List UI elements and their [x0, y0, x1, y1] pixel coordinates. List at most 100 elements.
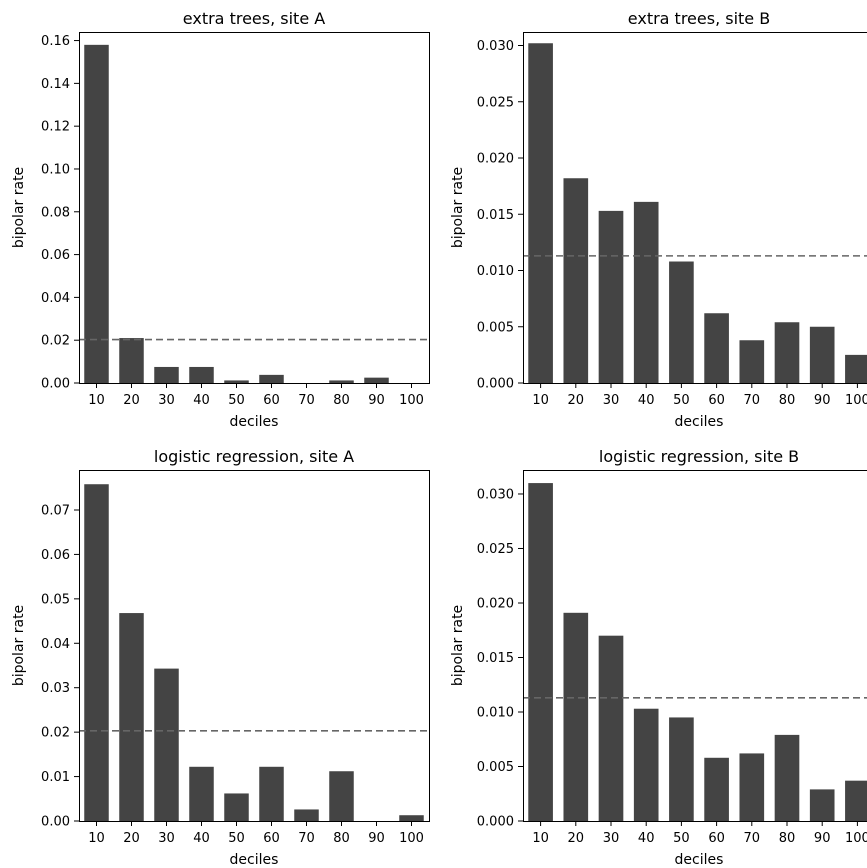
x-tick-label: 30	[158, 831, 175, 846]
bar-90	[809, 789, 835, 821]
y-axis-label: bipolar rate	[11, 605, 27, 686]
bar-80	[329, 771, 354, 821]
x-tick-label: 40	[638, 393, 655, 408]
x-axis-label: deciles	[675, 414, 724, 430]
x-tick-label: 40	[193, 393, 210, 408]
y-tick-label: 0.06	[41, 548, 70, 563]
x-tick-label: 20	[568, 831, 585, 846]
bar-40	[189, 366, 214, 383]
x-tick-label: 60	[708, 393, 725, 408]
bar-10	[84, 44, 109, 384]
y-tick-label: 0.005	[477, 320, 514, 335]
bar-40	[189, 766, 214, 821]
x-tick-label: 10	[88, 831, 105, 846]
x-tick-label: 80	[779, 831, 796, 846]
bar-20	[119, 613, 144, 821]
x-tick-label: 70	[744, 393, 761, 408]
x-tick-label: 30	[603, 831, 620, 846]
y-tick-label: 0.16	[41, 34, 70, 49]
bar-80	[329, 380, 354, 383]
bar-100	[845, 354, 867, 384]
y-tick-label: 0.05	[41, 592, 70, 607]
bar-30	[154, 668, 179, 821]
bar-60	[259, 374, 284, 383]
x-tick-label: 80	[779, 393, 796, 408]
x-tick-label: 70	[744, 831, 761, 846]
bar-30	[598, 635, 624, 821]
bar-20	[563, 612, 589, 821]
y-axis-label: bipolar rate	[450, 167, 466, 248]
x-tick-label: 50	[673, 831, 690, 846]
bar-50	[669, 261, 694, 383]
bar-70	[739, 753, 765, 821]
bar-20	[119, 338, 144, 383]
chart-title: logistic regression, site B	[599, 447, 799, 466]
bar-30	[598, 210, 624, 384]
x-tick-label: 60	[263, 393, 280, 408]
y-tick-label: 0.00	[41, 377, 70, 392]
x-tick-label: 10	[532, 831, 549, 846]
y-tick-label: 0.00	[41, 815, 70, 830]
chart-panel-4: 0.000 0.005 0.010 0.015 0.020 0.025 0.030 10 20 3…	[450, 447, 867, 868]
x-tick-label: 80	[333, 393, 350, 408]
y-axis-label: bipolar rate	[450, 605, 466, 686]
y-tick-label: 0.010	[477, 705, 514, 720]
bar-70	[294, 809, 319, 821]
y-tick-label: 0.02	[41, 334, 70, 349]
bar-60	[704, 757, 729, 821]
bar-10	[528, 483, 553, 821]
y-tick-label: 0.015	[477, 651, 514, 666]
y-tick-label: 0.020	[477, 152, 514, 167]
x-axis-label: deciles	[230, 414, 279, 430]
y-tick-label: 0.08	[41, 205, 70, 220]
bar-70	[739, 340, 765, 383]
y-tick-label: 0.030	[477, 39, 514, 54]
plot-frame	[523, 32, 867, 384]
x-tick-label: 10	[532, 393, 549, 408]
y-tick-label: 0.14	[41, 77, 70, 92]
y-tick-label: 0.12	[41, 120, 70, 135]
chart-title: extra trees, site A	[183, 9, 325, 28]
bar-40	[633, 201, 659, 383]
bar-90	[809, 326, 835, 383]
chart-title: extra trees, site B	[628, 9, 770, 28]
x-tick-label: 90	[368, 831, 385, 846]
bar-80	[774, 322, 800, 383]
x-tick-label: 40	[638, 831, 655, 846]
x-tick-label: 60	[708, 831, 725, 846]
x-tick-label: 100	[399, 393, 424, 408]
bar-100	[845, 780, 867, 821]
chart-panel-1: 0.00 0.02 0.04 0.06 0.08 0.10 0.12 0.14 0.16 10 20…	[11, 9, 430, 430]
bar-100	[399, 815, 424, 821]
x-tick-label: 10	[88, 393, 105, 408]
y-tick-label: 0.010	[477, 264, 514, 279]
plot-frame	[523, 470, 867, 822]
x-tick-label: 100	[845, 393, 867, 408]
x-tick-label: 20	[123, 393, 140, 408]
y-tick-label: 0.01	[41, 770, 70, 785]
x-axis-label: deciles	[230, 852, 279, 868]
x-tick-label: 90	[814, 831, 831, 846]
x-tick-label: 20	[123, 831, 140, 846]
y-axis-label: bipolar rate	[11, 167, 27, 248]
bar-50	[224, 793, 249, 821]
x-tick-label: 80	[333, 831, 350, 846]
x-tick-label: 40	[193, 831, 210, 846]
chart-title: logistic regression, site A	[154, 447, 354, 466]
x-tick-label: 50	[673, 393, 690, 408]
bar-20	[563, 178, 589, 383]
y-tick-label: 0.10	[41, 162, 70, 177]
x-tick-label: 70	[298, 393, 315, 408]
y-tick-label: 0.06	[41, 248, 70, 263]
bar-90	[364, 377, 389, 383]
plot-frame	[79, 32, 430, 384]
bar-50	[224, 380, 249, 383]
x-tick-label: 90	[368, 393, 385, 408]
y-tick-label: 0.000	[477, 815, 514, 830]
x-tick-label: 50	[228, 831, 245, 846]
bar-10	[84, 484, 109, 821]
bar-60	[259, 766, 284, 821]
y-tick-label: 0.04	[41, 291, 70, 306]
bar-60	[704, 313, 729, 383]
y-tick-label: 0.03	[41, 681, 70, 696]
